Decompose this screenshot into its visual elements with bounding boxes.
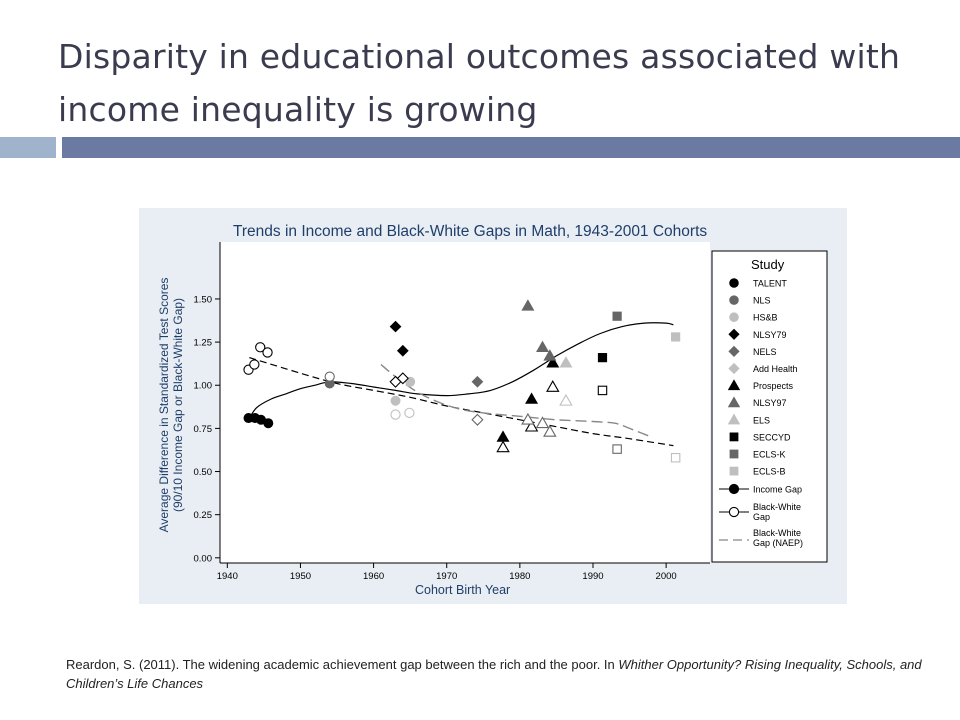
black-white-gap-point [559,393,573,406]
y-axis-label-line1: Average Difference in Standardized Test … [157,278,171,533]
x-tick-label: 1950 [290,571,311,582]
legend-label: Add Health [753,364,798,374]
legend-marker [729,449,739,459]
y-tick-label: 0.75 [194,424,213,435]
legend-marker-bw [728,506,740,518]
income-gap-point [612,311,622,321]
legend-marker [727,396,741,408]
income-gap-point [546,356,560,368]
income-gap-point [597,353,608,363]
legend-marker [727,379,741,391]
accent-bar-right [62,137,960,158]
citation: Reardon, S. (2011). The widening academi… [66,655,926,693]
income-gap-point [405,376,416,387]
legend-marker [728,328,740,340]
legend-label: Black-White Gap (NAEP) [753,528,803,548]
x-ticks: 1940 1950 1960 1970 1980 1990 2000 [217,563,677,582]
y-ticks: 0.00 0.25 0.50 0.75 1.00 1.25 1.50 [194,294,220,564]
income-gap-point [263,418,274,429]
income-gap-point [536,340,550,353]
x-tick-label: 1980 [509,571,530,582]
y-tick-label: 0.00 [194,553,213,564]
slide-title: Disparity in educational outcomes associ… [58,37,901,129]
legend-label: Black-White Gap [753,502,801,522]
legend-marker [729,432,739,442]
plot-area [220,242,710,563]
legend-label: NLS [753,296,771,306]
x-tick-label: 1990 [582,571,603,582]
accent-bar-left [0,137,56,158]
income-gap-point [543,349,557,361]
black-white-gap-point [404,407,415,419]
legend-marker [729,295,739,305]
income-gap-point [521,299,535,311]
citation-book-title: Whither Opportunity? Rising Inequality, … [66,657,922,691]
black-white-gap-point [535,416,550,429]
legend-label: Prospects [753,381,794,391]
black-white-gap-point [543,424,557,437]
black-white-gap-point [249,359,260,370]
black-white-gap-point [612,444,622,454]
black-white-gap-point [396,372,409,385]
legend-label: ECLS-B [753,467,786,477]
black-white-gap-point [597,385,608,396]
legend-items: TALENT NLS HS&B NLSY79 NELS Add Health Prospec… [719,278,803,548]
y-tick-label: 1.50 [194,294,213,305]
x-tick-label: 1960 [363,571,384,582]
black-white-gap-point [670,452,681,463]
black-white-gap-point [262,347,273,358]
legend-marker [729,312,739,322]
legend-marker [728,345,740,358]
black-white-gap-point [496,440,510,453]
legend-marker-income [728,483,740,495]
income-gap-point [525,392,539,404]
income-gap-point [671,332,681,342]
legend-marker [727,413,741,425]
legend-label: SECCYD [753,432,791,442]
legend-label: NELS [753,347,777,357]
legend-label: TALENT [753,279,787,289]
black-white-gap-point [546,380,560,392]
x-axis-label: Cohort Birth Year [415,583,510,597]
x-tick-label: 1940 [217,571,238,582]
legend-label: ELS [753,415,770,425]
income-gap-trend-line [247,322,674,421]
legend-marker [729,278,739,288]
black-white-gap-point [524,419,539,432]
income-gap-point [389,320,402,333]
y-tick-label: 1.25 [194,338,213,349]
legend-label: Income Gap [753,485,802,495]
black-white-gap-point [390,409,401,420]
legend-label: ECLS-K [753,450,786,460]
black-white-gap-point [255,342,266,353]
naep-gap-trend-line [380,363,652,438]
y-tick-label: 0.25 [194,510,213,521]
legend-title: Study [751,257,785,272]
x-tick-label: 2000 [656,571,677,582]
y-tick-label: 1.00 [194,381,213,392]
income-gap-point [471,375,484,388]
income-gap-point [390,395,401,406]
legend-label: HS&B [753,313,778,323]
x-tick-label: 1970 [436,571,457,582]
black-white-gap-point [471,413,484,426]
legend-label: NLSY79 [753,330,787,340]
data-markers [243,299,681,463]
legend: Study TALENT NLS HS&B NLSY79 NELS Add Health P… [711,250,828,563]
income-gap-point [559,356,573,368]
chart-title: Trends in Income and Black-White Gaps in… [233,223,707,240]
income-gap-point [396,344,409,357]
legend-marker [729,466,739,476]
legend-marker [728,362,740,375]
y-axis-label-line2: (90/10 Income Gap or Black-White Gap) [171,298,185,512]
black-white-gap-point [521,412,535,425]
citation-text: Reardon, S. (2011). The widening academi… [66,657,619,672]
legend-label: NLSY97 [753,398,787,408]
black-white-gap-point [324,371,335,382]
y-tick-label: 0.50 [194,467,213,478]
